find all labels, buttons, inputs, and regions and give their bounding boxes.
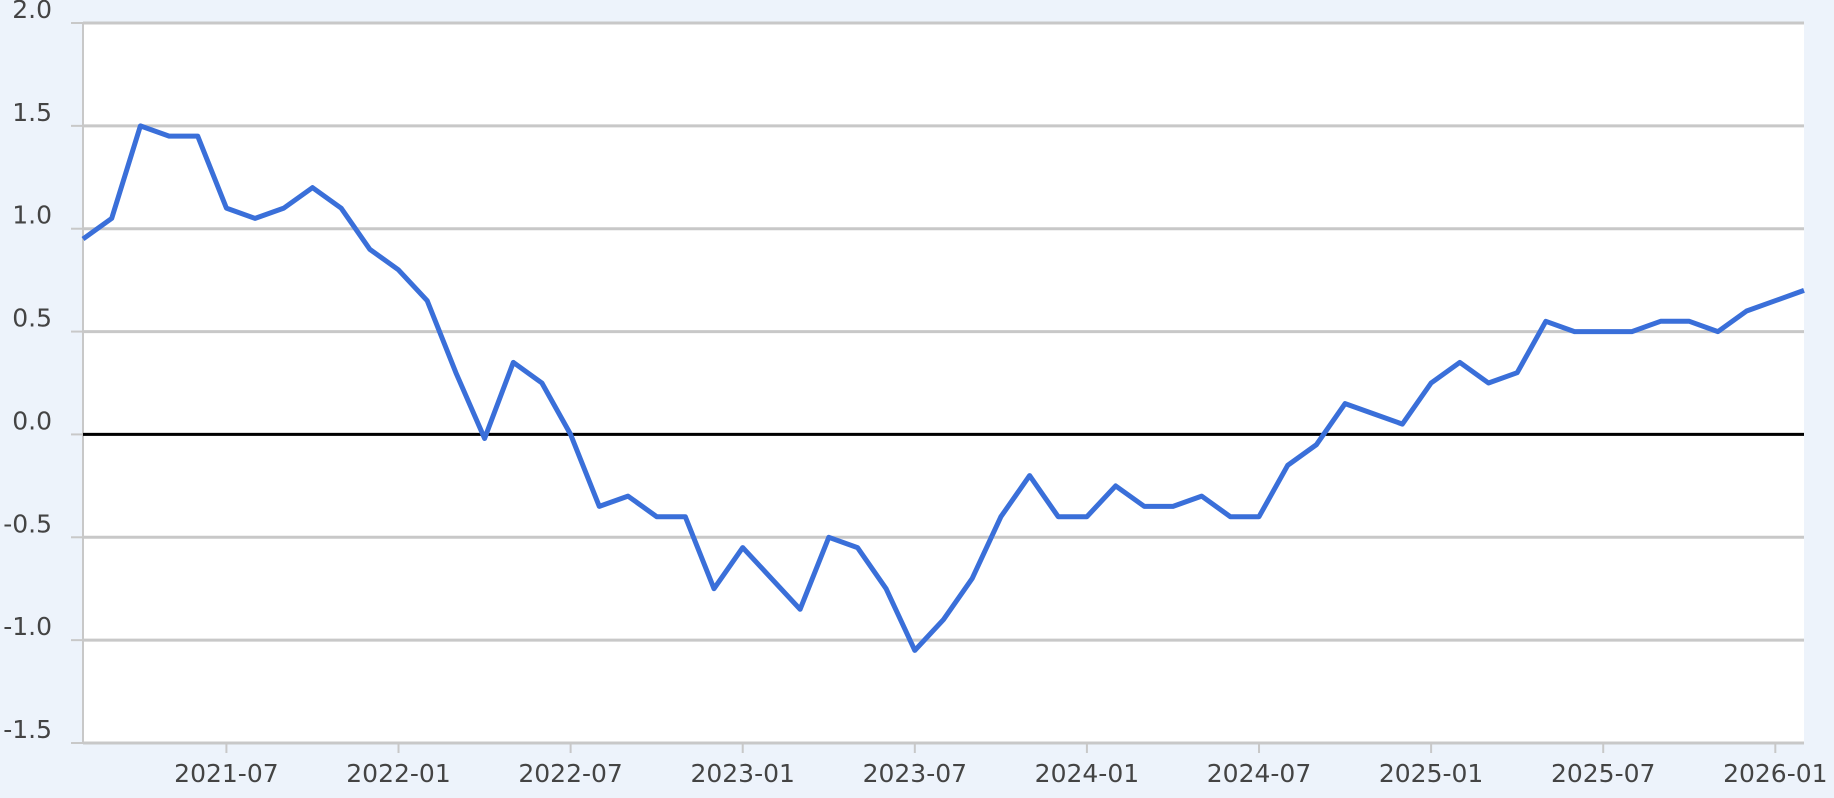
x-tick-label: 2022-01 <box>346 759 450 788</box>
x-tick-label: 2023-01 <box>690 759 794 788</box>
y-tick-label: -1.0 <box>3 612 52 641</box>
x-tick-label: 2022-07 <box>518 759 622 788</box>
y-tick-label: 0.5 <box>12 304 52 333</box>
x-tick-label: 2021-07 <box>174 759 278 788</box>
y-tick-label: 0.0 <box>12 406 52 435</box>
y-tick-label: 1.0 <box>12 201 52 230</box>
y-tick-label: -1.5 <box>3 715 52 744</box>
y-tick-label: -0.5 <box>3 509 52 538</box>
x-tick-label: 2024-01 <box>1035 759 1139 788</box>
x-tick-label: 2026-01 <box>1723 759 1827 788</box>
plot-area <box>83 23 1804 743</box>
x-tick-label: 2025-01 <box>1379 759 1483 788</box>
data-line <box>81 123 1805 653</box>
y-tick-label: 1.5 <box>12 98 52 127</box>
x-tick-label: 2023-07 <box>863 759 967 788</box>
y-tick-label: 2.0 <box>12 0 52 24</box>
x-tick-label: 2024-07 <box>1207 759 1311 788</box>
x-tick-label: 2025-07 <box>1551 759 1655 788</box>
